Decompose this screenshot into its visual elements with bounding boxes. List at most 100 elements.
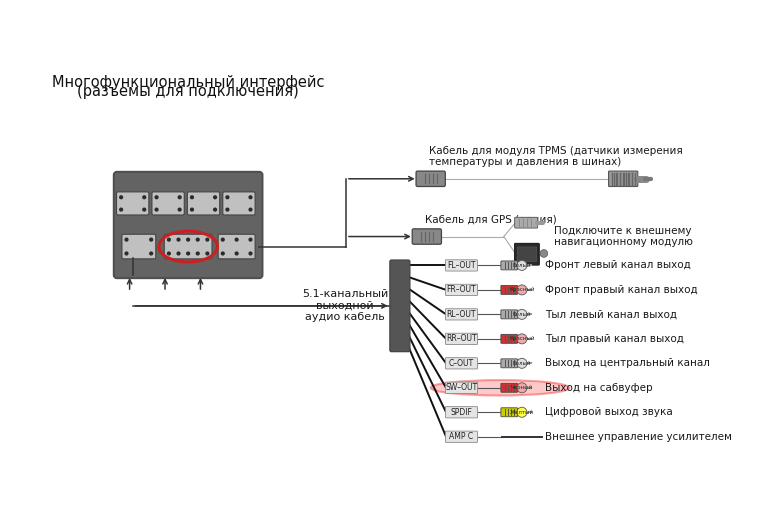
Text: RR–OUT: RR–OUT [446,334,476,343]
FancyBboxPatch shape [164,234,212,259]
FancyBboxPatch shape [515,243,539,265]
FancyBboxPatch shape [114,172,262,278]
Circle shape [125,238,128,241]
FancyBboxPatch shape [515,217,537,228]
FancyBboxPatch shape [501,408,518,417]
Circle shape [150,252,152,255]
Circle shape [206,238,209,241]
Text: Выход на центральный канал: Выход на центральный канал [545,358,710,368]
Circle shape [150,238,152,241]
Circle shape [187,252,190,255]
FancyBboxPatch shape [445,333,477,344]
FancyBboxPatch shape [445,260,477,271]
Circle shape [235,238,238,241]
FancyBboxPatch shape [501,286,518,294]
Text: SW–OUT: SW–OUT [445,383,477,392]
Circle shape [143,208,145,211]
Text: Тыл левый канал выход: Тыл левый канал выход [545,309,677,319]
Circle shape [187,238,190,241]
Circle shape [143,196,145,199]
Text: Цифровой выход звука: Цифровой выход звука [545,407,673,417]
Circle shape [517,358,527,368]
Circle shape [178,208,181,211]
Circle shape [125,252,128,255]
Circle shape [191,208,194,211]
Circle shape [155,208,158,211]
FancyBboxPatch shape [223,192,255,215]
Circle shape [119,196,123,199]
Circle shape [177,238,180,241]
FancyBboxPatch shape [122,234,155,259]
Circle shape [235,252,238,255]
Text: Тыл правый канал выход: Тыл правый канал выход [545,334,684,344]
FancyBboxPatch shape [445,431,477,442]
FancyBboxPatch shape [218,234,255,259]
Circle shape [177,252,180,255]
Circle shape [155,196,158,199]
FancyBboxPatch shape [445,284,477,295]
Circle shape [517,285,527,295]
Circle shape [214,208,216,211]
Text: RL–OUT: RL–OUT [447,310,476,319]
Circle shape [249,252,252,255]
FancyBboxPatch shape [501,261,518,270]
Circle shape [249,208,252,211]
Circle shape [221,252,224,255]
Text: Кабель для модуля TPMS (датчики измерения
температуры и давления в шинах): Кабель для модуля TPMS (датчики измерени… [429,146,683,167]
FancyBboxPatch shape [445,309,477,320]
FancyBboxPatch shape [152,192,184,215]
Ellipse shape [430,380,569,395]
FancyBboxPatch shape [187,192,219,215]
FancyBboxPatch shape [445,358,477,369]
Circle shape [206,252,209,255]
Circle shape [167,238,170,241]
Circle shape [191,196,194,199]
Text: Красный: Красный [509,336,535,341]
Circle shape [517,309,527,319]
Circle shape [167,252,170,255]
Circle shape [226,208,229,211]
Text: Белый: Белый [512,312,531,317]
Text: Многофункциональный интерфейс: Многофункциональный интерфейс [52,75,324,90]
Text: SPDIF: SPDIF [451,408,473,417]
Circle shape [196,238,199,241]
Text: Белый: Белый [512,263,531,268]
Text: Подключите к внешнему
навигационному модулю: Подключите к внешнему навигационному мод… [554,226,693,247]
FancyBboxPatch shape [608,171,638,187]
FancyBboxPatch shape [445,407,477,418]
Circle shape [178,196,181,199]
Circle shape [517,383,527,393]
Circle shape [196,252,199,255]
Text: Выход на сабвуфер: Выход на сабвуфер [545,383,653,393]
Text: Белый: Белый [512,361,531,366]
Text: FL–OUT: FL–OUT [448,261,476,270]
Text: C–OUT: C–OUT [449,359,474,368]
Circle shape [226,196,229,199]
FancyBboxPatch shape [517,247,537,262]
FancyBboxPatch shape [416,171,445,187]
Text: Кабель для GPS (опция): Кабель для GPS (опция) [426,215,557,225]
Text: FR–OUT: FR–OUT [447,286,476,294]
Text: Желтый: Желтый [510,410,534,415]
FancyBboxPatch shape [390,260,410,352]
FancyBboxPatch shape [501,359,518,368]
Circle shape [119,208,123,211]
FancyBboxPatch shape [501,310,518,319]
Circle shape [540,250,547,257]
Text: Черный: Черный [511,385,533,390]
Text: (разъемы для подключения): (разъемы для подключения) [77,84,299,99]
FancyBboxPatch shape [412,229,441,244]
FancyBboxPatch shape [445,382,477,393]
Circle shape [249,238,252,241]
Circle shape [214,196,216,199]
Circle shape [249,196,252,199]
FancyBboxPatch shape [116,192,149,215]
Text: Фронт правый канал выход: Фронт правый канал выход [545,285,698,295]
FancyBboxPatch shape [501,383,518,392]
Text: AMP C: AMP C [449,432,473,441]
Text: Красный: Красный [509,287,535,292]
Text: 5.1-канальный
выходной
аудио кабель: 5.1-канальный выходной аудио кабель [302,289,388,322]
Circle shape [517,407,527,417]
Circle shape [221,238,224,241]
Text: Фронт левый канал выход: Фронт левый канал выход [545,260,691,270]
